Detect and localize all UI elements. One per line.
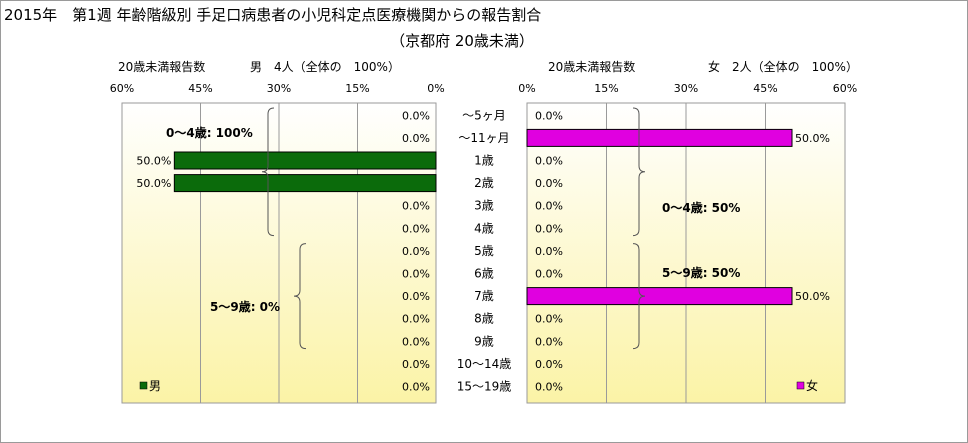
category-label: 10～14歳 [457,357,512,371]
female-value-label: 0.0% [535,313,563,326]
male-value-label: 0.0% [402,290,430,303]
female-value-label: 0.0% [535,245,563,258]
female-value-label: 0.0% [535,268,563,281]
female-legend-swatch [796,381,805,390]
female-tick-label: 45% [753,82,777,95]
category-label: 7歳 [474,289,494,303]
male-value-label: 0.0% [402,335,430,348]
female-value-label: 0.0% [535,177,563,190]
male-header-right: 男 4人（全体の 100%） [250,59,400,74]
male-legend-swatch [139,381,148,390]
male-value-label: 0.0% [402,268,430,281]
female-value-label: 50.0% [795,290,830,303]
female-value-label: 0.0% [535,335,563,348]
category-label: 6歳 [474,267,494,281]
category-label: 2歳 [474,176,494,190]
male-age-group-annotation: 5～9歳: 0% [210,299,280,314]
female-tick-label: 60% [833,82,857,95]
category-label: ～5ヶ月 [462,108,506,122]
female-header-right: 女 2人（全体の 100%） [708,59,858,74]
male-value-label: 0.0% [402,381,430,394]
female-tick-label: 0% [518,82,535,95]
female-header-left: 20歳未満報告数 [548,59,635,74]
male-value-label: 0.0% [402,132,430,145]
male-bar [173,174,437,193]
male-tick-label: 15% [345,82,369,95]
male-age-group-bracket [261,107,275,237]
category-label: 8歳 [474,312,494,326]
male-tick-label: 60% [110,82,134,95]
category-label: ～11ヶ月 [458,131,509,145]
male-value-label: 0.0% [402,109,430,122]
male-value-label: 0.0% [402,313,430,326]
female-age-group-annotation: 0～4歳: 50% [662,200,740,215]
female-value-label: 0.0% [535,155,563,168]
chart-title: 2015年 第1週 年齢階級別 手足口病患者の小児科定点医療機関からの報告割合 [4,6,541,24]
category-label: 1歳 [474,154,494,168]
category-label: 5歳 [474,244,494,258]
male-tick-label: 0% [427,82,444,95]
male-value-label: 50.0% [136,155,171,168]
category-label: 4歳 [474,221,494,235]
male-header-left: 20歳未満報告数 [118,59,205,74]
male-bar [173,151,437,170]
female-tick-label: 30% [674,82,698,95]
male-value-label: 0.0% [402,245,430,258]
female-value-label: 0.0% [535,381,563,394]
male-tick-label: 45% [188,82,212,95]
male-value-label: 0.0% [402,200,430,213]
female-age-group-annotation: 5～9歳: 50% [662,265,740,280]
female-bar [526,287,793,306]
male-value-label: 0.0% [402,358,430,371]
female-bar [526,128,793,147]
female-value-label: 50.0% [795,132,830,145]
female-value-label: 0.0% [535,222,563,235]
female-value-label: 0.0% [535,109,563,122]
category-label: 3歳 [474,199,494,213]
male-legend-label: 男 [149,379,161,393]
category-label: 9歳 [474,334,494,348]
female-value-label: 0.0% [535,200,563,213]
male-tick-label: 30% [267,82,291,95]
male-age-group-annotation: 0～4歳: 100% [166,125,253,140]
category-label: 15～19歳 [457,380,512,394]
female-tick-label: 15% [594,82,618,95]
male-age-group-bracket [293,243,307,350]
female-age-group-bracket [632,243,646,350]
female-legend-label: 女 [806,378,818,393]
female-age-group-bracket [632,107,646,237]
female-value-label: 0.0% [535,358,563,371]
chart-subtitle: （京都府 20歳未満） [390,32,534,50]
male-value-label: 0.0% [402,222,430,235]
male-value-label: 50.0% [136,177,171,190]
